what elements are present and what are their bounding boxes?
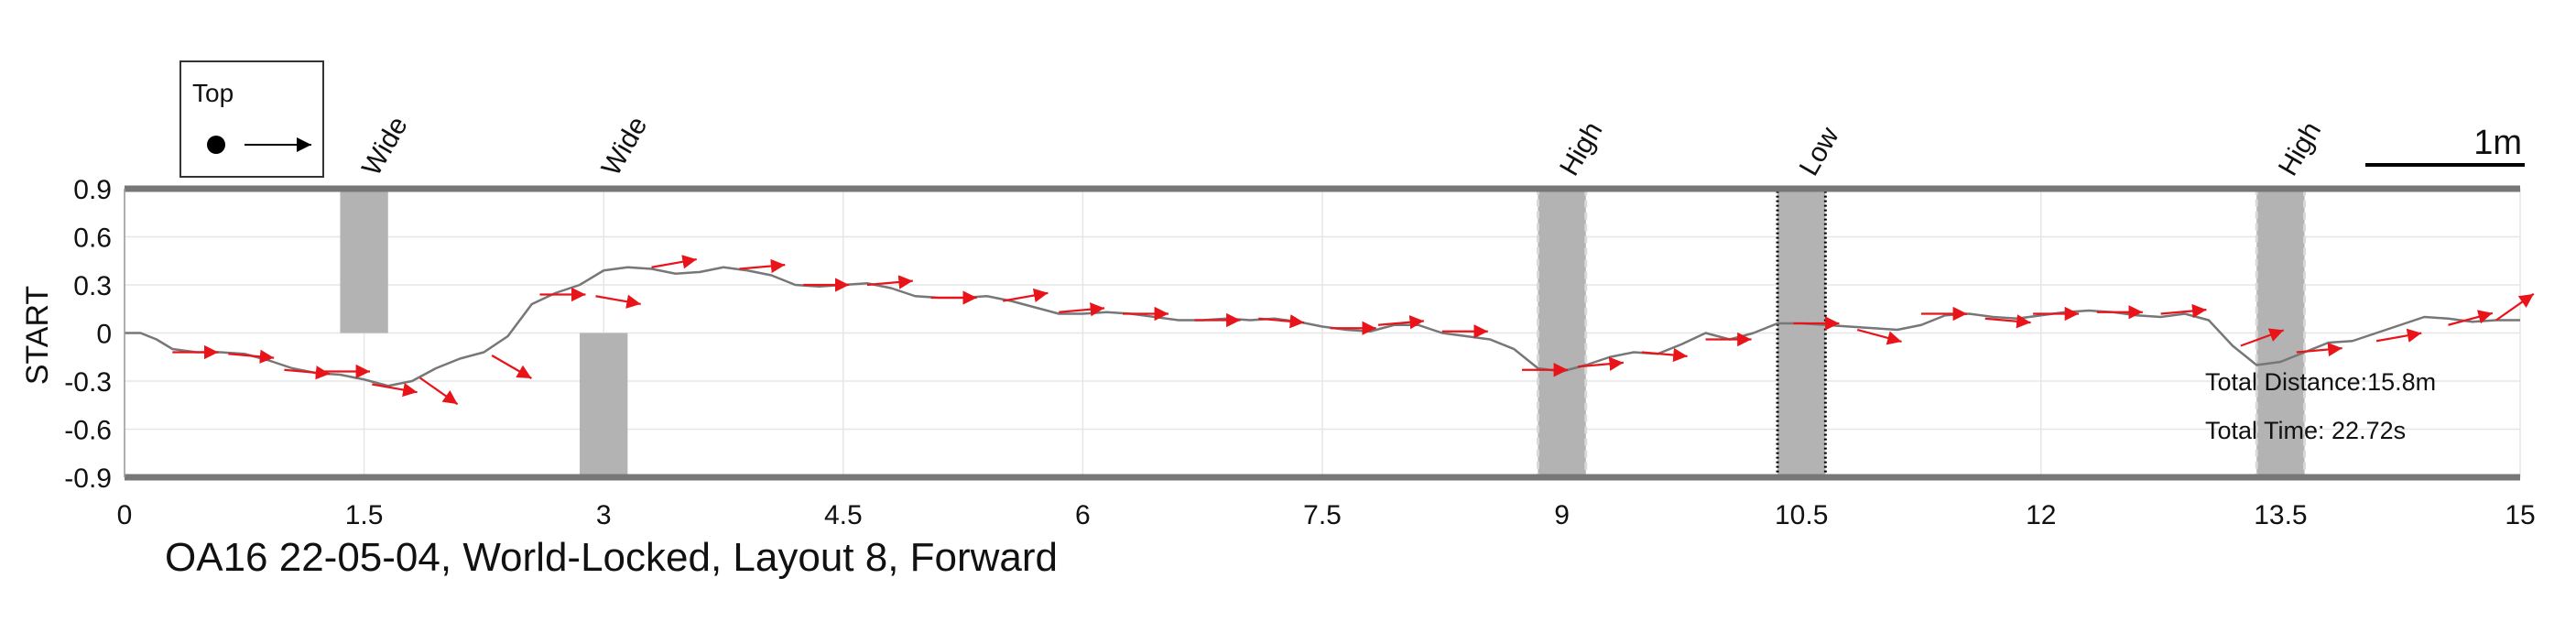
x-tick-label: 13.5 — [2254, 500, 2307, 530]
x-tick-label: 15 — [2505, 500, 2535, 530]
heading-arrow — [1641, 347, 1688, 363]
x-tick-label: 10.5 — [1775, 500, 1828, 530]
obstacle-label: Wide — [596, 112, 654, 181]
y-tick-label: 0.3 — [73, 271, 112, 301]
total-distance-annotation: Total Distance:15.8m — [2205, 368, 2436, 396]
heading-arrows — [172, 255, 2535, 406]
heading-arrow — [739, 258, 786, 274]
x-tick-label: 6 — [1075, 500, 1091, 530]
y-tick-label: -0.9 — [64, 464, 112, 494]
legend-title: Top — [192, 79, 234, 107]
obstacle-wide — [340, 189, 388, 333]
heading-arrow — [2375, 328, 2422, 343]
heading-arrow — [2160, 303, 2207, 319]
x-tick-label: 3 — [596, 500, 612, 530]
heading-arrow — [2240, 328, 2285, 347]
heading-arrow — [866, 275, 913, 289]
x-tick-label: 9 — [1554, 500, 1570, 530]
heading-arrow — [651, 255, 697, 269]
heading-arrow — [491, 355, 532, 379]
heading-arrow — [372, 382, 418, 398]
legend-box — [179, 60, 324, 178]
obstacle-low — [1776, 187, 1827, 479]
obstacle-label: Wide — [356, 112, 414, 181]
heading-arrow — [1856, 328, 1902, 345]
heading-arrow — [2495, 292, 2535, 322]
x-tick-label: 0 — [117, 500, 133, 530]
y-tick-label: 0.6 — [73, 224, 112, 254]
scale-bar: 1m — [2365, 124, 2525, 167]
gridlines — [124, 188, 2521, 478]
chart-title: OA16 22-05-04, World-Locked, Layout 8, F… — [165, 535, 1058, 580]
obstacles — [340, 187, 2307, 479]
axes — [124, 185, 2520, 481]
y-tick-label: -0.6 — [64, 416, 112, 446]
x-tick-label: 7.5 — [1303, 500, 1342, 530]
heading-arrow — [284, 366, 331, 380]
heading-arrow — [2448, 310, 2494, 326]
heading-arrow — [1258, 314, 1305, 329]
x-tick-label: 4.5 — [824, 500, 863, 530]
heading-arrow — [1059, 302, 1105, 317]
heading-arrow — [1984, 314, 2031, 329]
obstacle-high — [1536, 187, 1588, 479]
x-tick-label: 1.5 — [345, 500, 384, 530]
legend: Top — [179, 60, 324, 178]
total-time-annotation: Total Time: 22.72s — [2205, 417, 2406, 444]
obstacle-label: High — [1554, 117, 1608, 181]
heading-arrow — [419, 377, 459, 406]
heading-arrow — [1377, 315, 1424, 330]
heading-arrow — [228, 349, 275, 364]
obstacle-label: High — [2273, 117, 2327, 181]
y-tick-label: 0.9 — [73, 175, 112, 205]
legend-position-dot-icon — [207, 136, 225, 154]
y-tick-label: -0.3 — [64, 367, 112, 398]
heading-arrow — [2296, 342, 2342, 357]
y-axis-label: START — [20, 286, 55, 385]
scale-bar-label: 1m — [2473, 124, 2522, 162]
y-tick-label: 0 — [96, 320, 112, 350]
heading-arrow — [1577, 356, 1624, 371]
obstacle-label: Low — [1794, 122, 1845, 180]
heading-arrow — [1003, 288, 1049, 303]
x-tick-label: 12 — [2026, 500, 2056, 530]
heading-arrow — [595, 294, 641, 309]
obstacle-wide — [580, 333, 628, 477]
